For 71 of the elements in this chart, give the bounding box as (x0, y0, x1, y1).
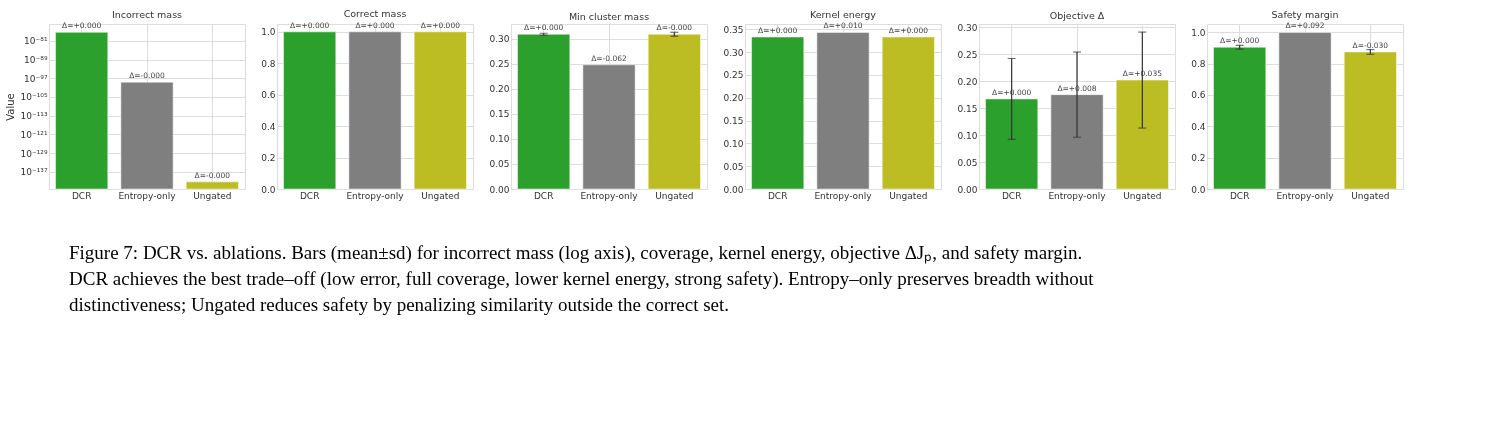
chart-title: Objective Δ (1049, 9, 1105, 21)
y-tick-label: 0.00 (723, 184, 744, 195)
y-tick-label: 0.4 (1191, 121, 1206, 132)
y-tick-label: 0.05 (957, 157, 978, 168)
chart-title: Kernel energy (810, 8, 877, 20)
y-tick-label: 0.6 (261, 90, 276, 101)
x-tick-label: Entropy-only (1276, 190, 1335, 201)
y-tick-label: 10⁻¹³⁷ (20, 167, 48, 178)
y-tick-label: 0.4 (261, 121, 276, 132)
x-tick-label: Entropy-only (346, 190, 405, 201)
y-tick-label: 0.20 (489, 84, 510, 95)
x-tick-label: Entropy-only (118, 190, 177, 201)
x-tick-label: Entropy-only (1048, 190, 1107, 201)
x-tick-label: DCR (1229, 190, 1250, 201)
y-tick-label: 10⁻⁹⁷ (24, 73, 48, 84)
y-tick-label: 0.20 (723, 93, 744, 104)
y-tick-label: 0.10 (489, 134, 510, 145)
chart-title: Correct mass (343, 8, 407, 20)
x-tick-label: Entropy-only (580, 190, 639, 201)
x-tick-label: DCR (1001, 190, 1022, 201)
y-tick-label: 10⁻¹²¹ (20, 129, 48, 140)
y-tick-label: 0.25 (723, 70, 744, 81)
y-tick-label: 0.0 (1191, 184, 1206, 195)
y-tick-label: 0.2 (261, 153, 276, 164)
y-tick-label: 0.15 (957, 103, 978, 114)
y-tick-label: 0.00 (489, 184, 510, 195)
x-tick-label: DCR (299, 190, 320, 201)
caption: Figure 7: DCR vs. ablations. Bars (mean±sd) for incorrect mass (log axis), coverage, kernel energy, objective ΔJₚ, and safety margin. DCR achieves the best trade–off (low error, full coverage, lower kernel energy, strong safety). Entropy–only preserves breadth without distinctiveness; Ungated reduces safety by penalizing similarity outside the correct set. (69, 242, 1095, 315)
y-tick-label: 0.15 (489, 109, 510, 120)
y-tick-label: 0.10 (957, 130, 978, 141)
y-tick-label: 10⁻¹²⁹ (20, 148, 48, 159)
y-tick-label: 0.8 (261, 58, 276, 69)
y-tick-label: 10⁻⁸⁹ (24, 55, 48, 66)
y-tick-label: 0.0 (261, 184, 276, 195)
y-tick-label: 0.2 (1191, 153, 1206, 164)
chart-title: Safety margin (1271, 8, 1339, 20)
y-tick-label: 0.25 (489, 59, 510, 70)
y-tick-label: 0.15 (723, 116, 744, 127)
y-tick-label: 0.20 (957, 76, 978, 87)
x-tick-label: DCR (71, 190, 92, 201)
y-axis-title: Value (5, 93, 17, 121)
x-tick-label: Ungated (1351, 190, 1390, 201)
y-tick-label: 10⁻¹¹³ (20, 111, 48, 122)
x-tick-label: Ungated (1123, 190, 1162, 201)
y-tick-label: 1.0 (261, 27, 276, 38)
x-tick-label: DCR (767, 190, 788, 201)
y-tick-label: 0.05 (489, 159, 510, 170)
y-tick-label: 0.8 (1191, 59, 1206, 70)
y-tick-label: 0.00 (957, 184, 978, 195)
y-tick-label: 0.30 (489, 34, 510, 45)
y-tick-label: 0.30 (723, 47, 744, 58)
y-tick-label: 0.25 (957, 49, 978, 60)
chart-title: Min cluster mass (568, 10, 650, 22)
y-tick-label: 0.35 (723, 24, 744, 35)
x-tick-label: Ungated (421, 190, 460, 201)
x-tick-label: DCR (533, 190, 554, 201)
y-tick-label: 10⁻¹⁰⁵ (20, 92, 48, 103)
y-tick-label: 0.30 (957, 22, 978, 33)
y-tick-label: 0.6 (1191, 90, 1206, 101)
y-tick-label: 0.10 (723, 138, 744, 149)
x-tick-label: Entropy-only (814, 190, 873, 201)
bar (985, 98, 1039, 190)
x-tick-label: Ungated (655, 190, 694, 201)
chart-title: Incorrect mass (111, 8, 183, 20)
x-tick-label: Ungated (889, 190, 928, 201)
y-tick-label: 0.05 (723, 161, 744, 172)
y-tick-label: 10⁻⁸¹ (24, 36, 48, 47)
x-tick-label: Ungated (193, 190, 232, 201)
bar (1115, 79, 1169, 190)
y-tick-label: 1.0 (1191, 27, 1206, 38)
bar (1050, 94, 1104, 190)
